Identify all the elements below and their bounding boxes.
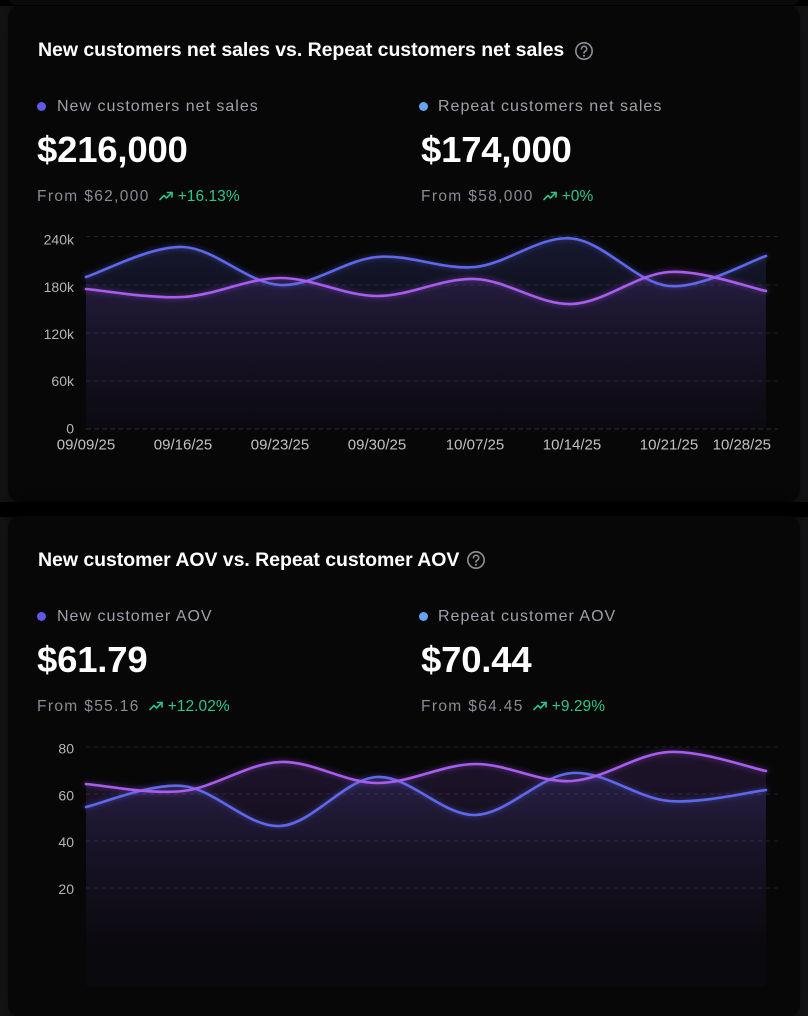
svg-text:09/16/25: 09/16/25: [154, 437, 212, 454]
svg-text:10/21/25: 10/21/25: [640, 437, 698, 454]
svg-text:0: 0: [66, 421, 74, 437]
svg-text:10/14/25: 10/14/25: [543, 437, 601, 454]
svg-text:09/30/25: 09/30/25: [348, 437, 406, 454]
svg-text:180k: 180k: [44, 279, 75, 295]
svg-text:40: 40: [58, 834, 74, 850]
svg-text:60: 60: [58, 788, 74, 804]
svg-text:240k: 240k: [44, 232, 75, 248]
svg-text:60k: 60k: [51, 373, 75, 389]
svg-text:120k: 120k: [44, 326, 75, 342]
svg-text:09/09/25: 09/09/25: [57, 437, 115, 454]
svg-text:80: 80: [58, 741, 74, 757]
svg-text:10/07/25: 10/07/25: [446, 437, 504, 454]
svg-text:20: 20: [58, 881, 74, 897]
svg-text:10/28/25: 10/28/25: [713, 437, 771, 454]
svg-text:09/23/25: 09/23/25: [251, 437, 309, 454]
